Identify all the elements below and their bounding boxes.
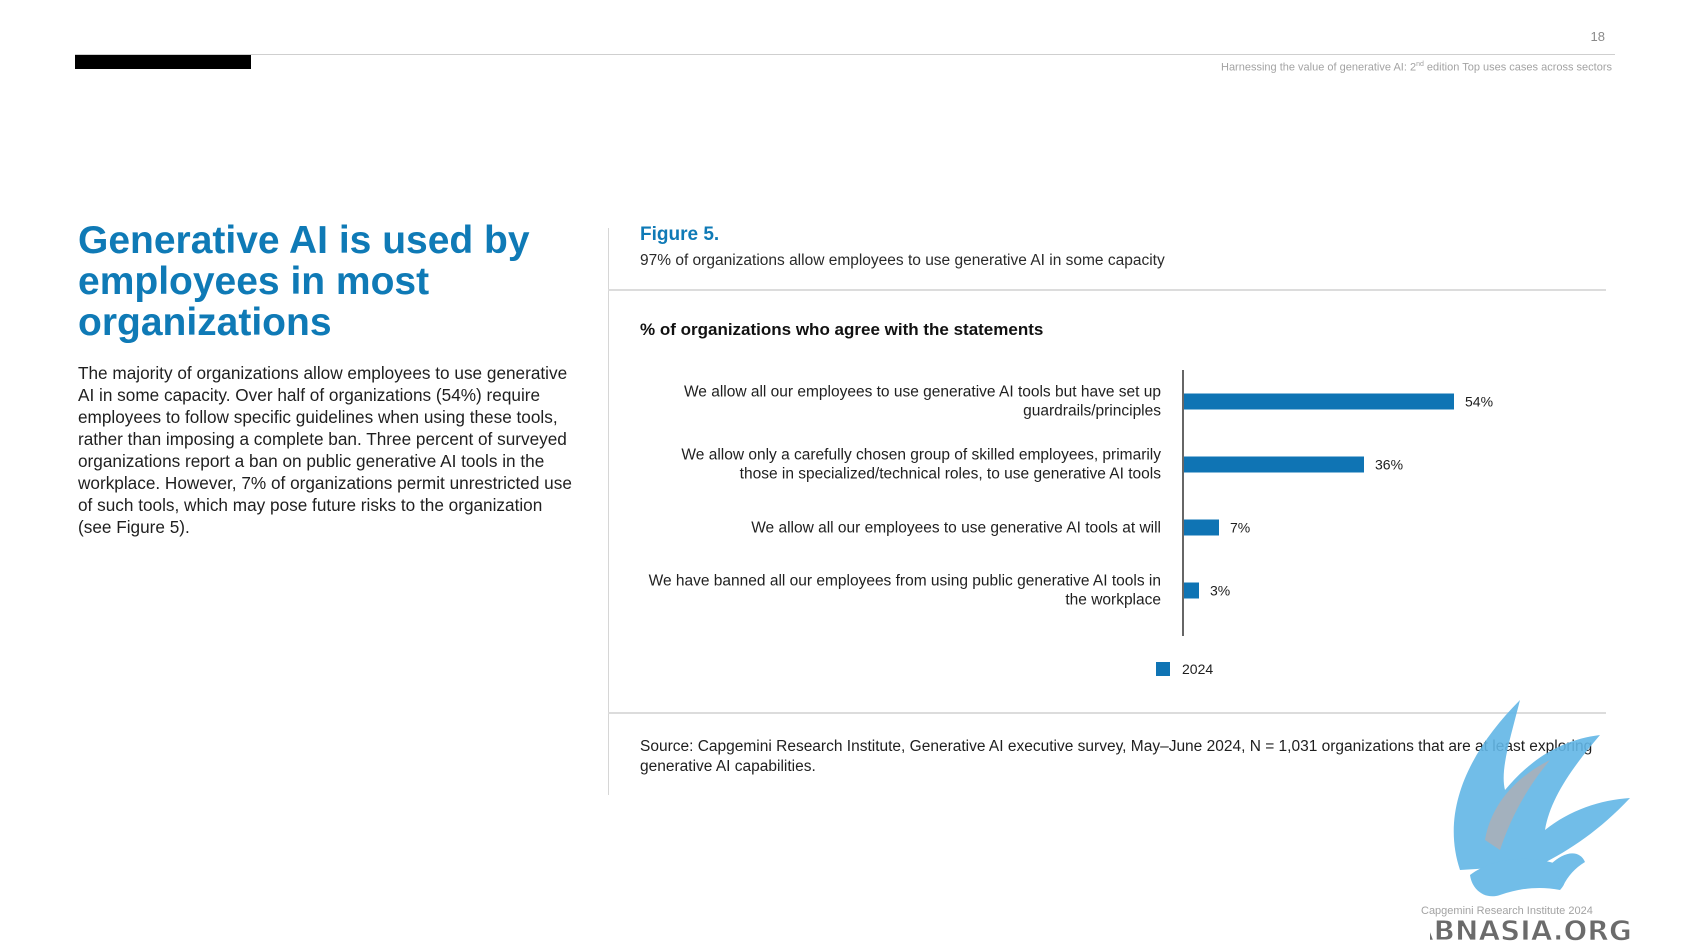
header-rule (75, 54, 1615, 55)
watermark-logo: ABNASIA.ORG (1430, 700, 1632, 947)
category-label: We allow all our employees to use genera… (751, 518, 1161, 536)
figure-top-rule (608, 289, 1606, 291)
figure-label: Figure 5. (640, 224, 720, 245)
bar-chart: 54% 36% 7% 3% 2024 We allow all our employee… (608, 360, 1606, 690)
bar (1184, 393, 1454, 410)
watermark-text: ABNASIA.ORG (1430, 914, 1632, 947)
figure-divider (608, 228, 609, 795)
running-header-sup: nd (1416, 61, 1424, 68)
bar-value-label: 7% (1230, 520, 1250, 536)
bar-value-label: 54% (1465, 394, 1493, 410)
running-header-part2: edition Top uses cases across sectors (1423, 61, 1612, 74)
griffin-emblem-icon (1453, 700, 1630, 897)
page-number: 18 (1590, 29, 1605, 44)
chart-title: % of organizations who agree with the st… (640, 320, 1044, 339)
body-paragraph: The majority of organizations allow empl… (78, 363, 572, 537)
bar (1184, 582, 1199, 599)
bar (1184, 519, 1219, 536)
header-accent-bar (75, 55, 251, 69)
chart-svg: 54% 36% 7% 3% 2024 (1156, 370, 1493, 677)
copyright: Capgemini Research Institute 2024 (1421, 905, 1593, 917)
headline: Generative AI is used by employees in mo… (78, 219, 530, 344)
category-label: We have banned all our employees from us… (648, 572, 1161, 609)
bar (1184, 456, 1364, 473)
legend-swatch (1156, 662, 1170, 676)
figure-bottom-rule (608, 712, 1606, 714)
running-header-part1: Harnessing the value of generative AI: 2 (1221, 61, 1417, 74)
running-header: Harnessing the value of generative AI: 2… (1221, 61, 1612, 74)
category-label: We allow all our employees to use genera… (683, 383, 1161, 420)
source-note: Source: Capgemini Research Institute, Ge… (640, 738, 1593, 775)
figure-subtitle: 97% of organizations allow employees to … (640, 252, 1165, 269)
bar-value-label: 36% (1375, 457, 1403, 473)
legend-label: 2024 (1182, 661, 1213, 677)
bar-value-label: 3% (1210, 583, 1230, 599)
category-label: We allow only a carefully chosen group o… (681, 446, 1161, 483)
